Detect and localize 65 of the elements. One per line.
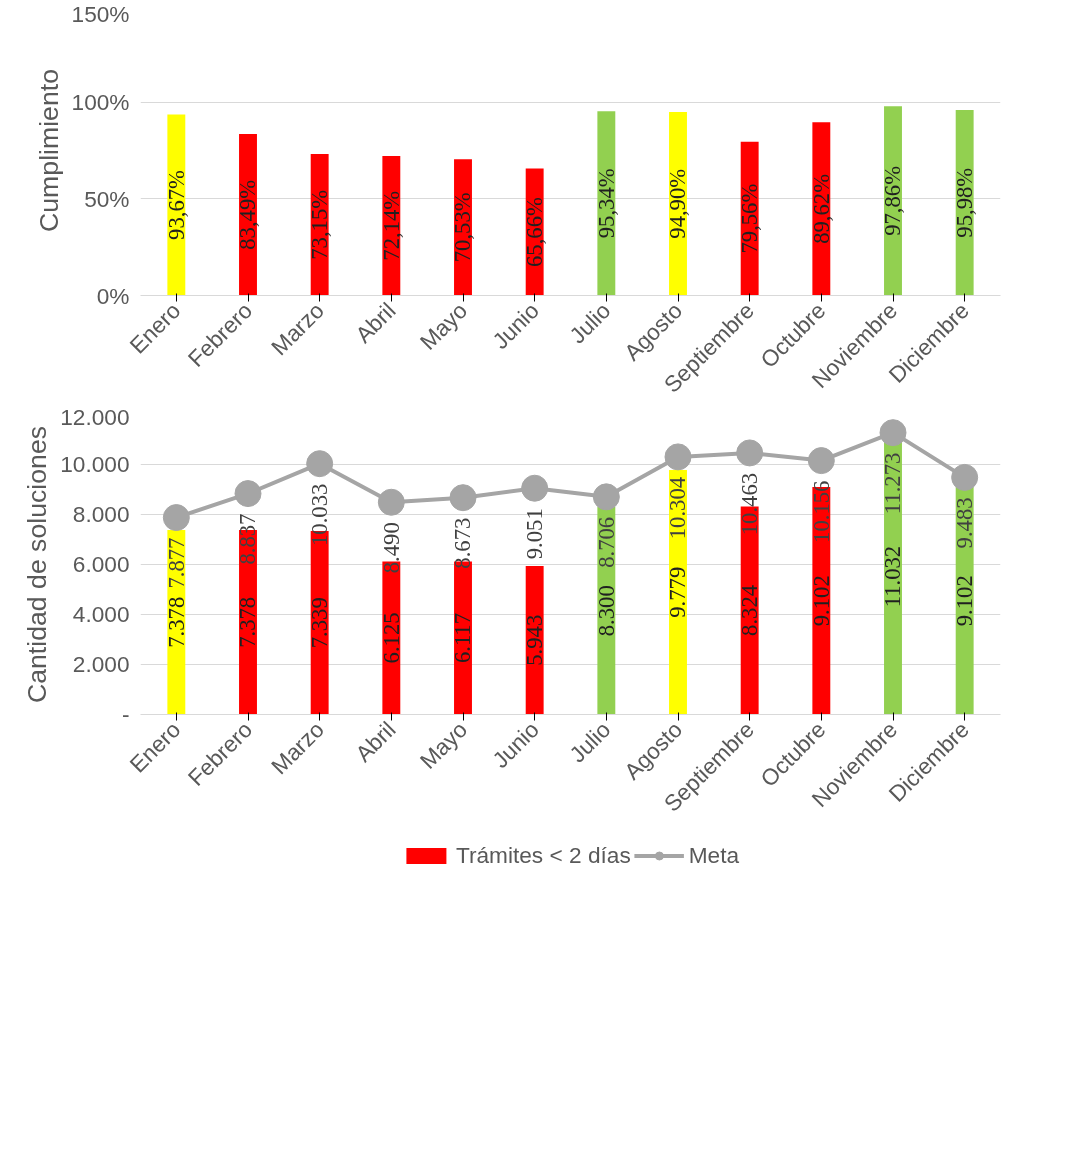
y-tick-label: 100% [71, 89, 130, 116]
data-label: 72,14% [378, 190, 404, 261]
data-label: 9.779 [665, 566, 691, 618]
data-label: 95,98% [952, 167, 978, 238]
y-tick-label: 8.000 [72, 501, 130, 527]
data-label: 7.877 [163, 537, 189, 589]
data-label: 6.125 [378, 612, 404, 664]
data-label: 10.304 [665, 476, 691, 540]
data-label: 8.673 [450, 517, 476, 569]
data-label: 6.117 [450, 612, 476, 664]
y-tick-label: 0% [96, 282, 130, 309]
y-tick-label: 6.000 [72, 551, 130, 577]
data-label: 73,15% [307, 189, 333, 260]
y-axis-title: Cumplimiento [33, 69, 64, 232]
legend-label: Trámites < 2 días [455, 841, 631, 869]
y-tick-label: 50% [84, 185, 130, 212]
data-label: 8.324 [737, 584, 763, 636]
y-axis-title: Cantidad de soluciones [22, 425, 53, 704]
data-label: 5.943 [522, 614, 548, 666]
data-label: 8.837 [235, 513, 261, 565]
data-label: 65,66% [522, 196, 548, 267]
data-label: 9.483 [952, 497, 978, 549]
x-tick-label: Julio [564, 716, 616, 768]
data-label: 89,62% [808, 173, 834, 244]
data-label: 93,67% [163, 169, 189, 240]
data-label: 8.490 [378, 522, 404, 574]
point [521, 474, 549, 502]
y-tick-label: - [121, 701, 130, 727]
data-label: 7.378 [235, 596, 261, 648]
data-label: 95,34% [593, 168, 619, 239]
data-label: 10.156 [808, 480, 834, 543]
point [807, 447, 835, 475]
data-label: 7.339 [307, 597, 333, 649]
y-tick-label: 4.000 [72, 601, 130, 627]
data-label: 97,86% [880, 165, 906, 236]
point [951, 463, 979, 491]
data-label: 9.051 [522, 508, 548, 560]
data-label: 9.102 [808, 575, 834, 627]
point [162, 504, 190, 532]
y-tick-label: 2.000 [72, 651, 130, 677]
data-label: 10.463 [737, 472, 763, 536]
data-label: 10.033 [307, 483, 333, 546]
data-label: 7.378 [163, 596, 189, 648]
data-label: 70,53% [450, 192, 476, 263]
data-label: 83,49% [235, 179, 261, 250]
legend-label: Meta [688, 841, 740, 869]
data-label: 8.300 [593, 585, 619, 637]
point [234, 480, 262, 508]
point [377, 488, 405, 516]
data-label: 11.032 [880, 545, 906, 608]
data-label: 11.273 [880, 452, 906, 515]
y-tick-label: 10.000 [60, 451, 130, 477]
y-tick-label: 12.000 [60, 403, 130, 430]
point [306, 450, 334, 478]
point [879, 419, 907, 447]
y-tick-label: 150% [71, 0, 130, 27]
data-label: 94,90% [665, 168, 691, 239]
x-tick-label: Julio [564, 297, 616, 349]
data-label: 8.706 [593, 516, 619, 568]
data-label: 79,56% [737, 183, 763, 254]
data-label: 9.102 [952, 575, 978, 627]
point [736, 439, 764, 467]
point [592, 483, 620, 511]
point [664, 443, 692, 471]
point [449, 484, 477, 512]
